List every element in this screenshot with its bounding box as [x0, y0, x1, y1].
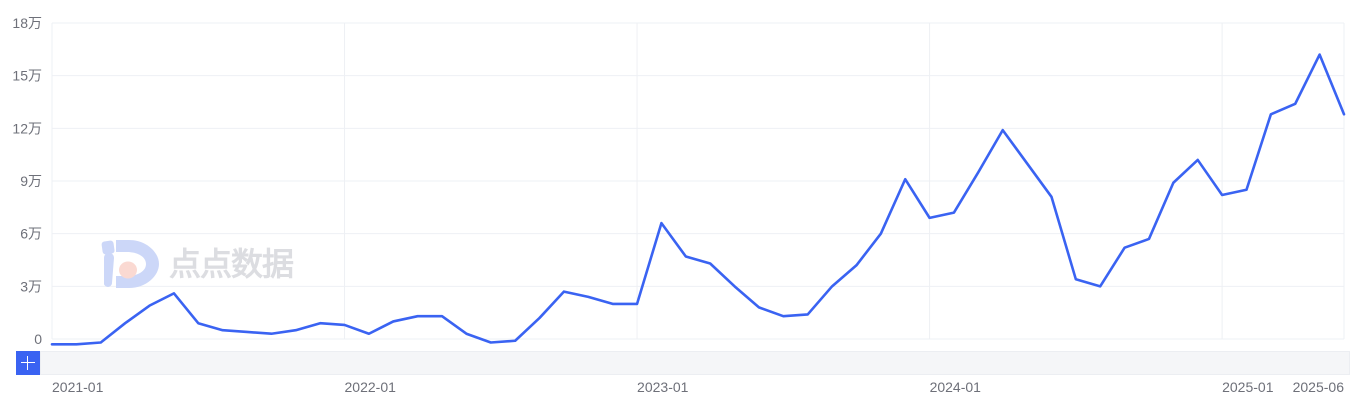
svg-text:3万: 3万 — [20, 278, 42, 294]
svg-text:2022-01: 2022-01 — [345, 379, 397, 395]
svg-text:9万: 9万 — [20, 173, 42, 189]
svg-text:12万: 12万 — [12, 120, 42, 136]
svg-text:0: 0 — [34, 331, 42, 347]
svg-text:15万: 15万 — [12, 68, 42, 84]
svg-text:2024-01: 2024-01 — [930, 379, 982, 395]
svg-text:2025-06: 2025-06 — [1293, 379, 1345, 395]
svg-text:18万: 18万 — [12, 15, 42, 31]
svg-text:6万: 6万 — [20, 226, 42, 242]
svg-text:2025-01: 2025-01 — [1222, 379, 1274, 395]
svg-text:2021-01: 2021-01 — [52, 379, 104, 395]
svg-text:2023-01: 2023-01 — [637, 379, 689, 395]
